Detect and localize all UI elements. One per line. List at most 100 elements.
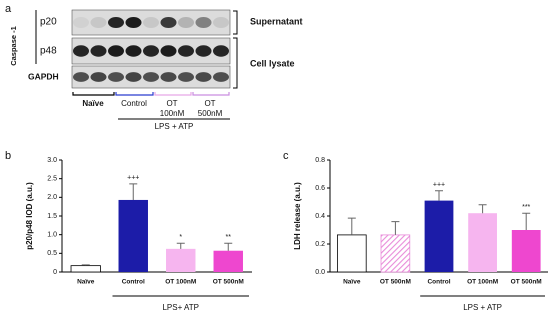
- row-label: GAPDH: [28, 71, 59, 81]
- blot-band: [195, 45, 212, 57]
- y-tick-label: 2.5: [47, 176, 57, 183]
- row-label: p48: [40, 46, 57, 57]
- y-tick-label: 0.8: [315, 157, 325, 164]
- blot-band: [213, 45, 229, 57]
- y-tick-label: 0.0: [315, 269, 325, 276]
- bar: [511, 230, 541, 272]
- significance: **: [226, 234, 232, 241]
- error-bar: [81, 264, 90, 266]
- panel-label: a: [5, 3, 12, 15]
- bar: [70, 265, 101, 273]
- error-bar: [347, 217, 356, 235]
- error-bar: [224, 242, 233, 251]
- error-bar: [176, 242, 185, 249]
- group-label: LPS + ATP: [463, 303, 502, 312]
- blot-band: [73, 45, 89, 57]
- blot-band: [143, 45, 159, 57]
- bar: [337, 234, 367, 273]
- lane-label: 100nM: [160, 109, 185, 118]
- blot-band: [178, 45, 194, 57]
- significance: ***: [522, 204, 530, 211]
- y-axis-label: p20/p48 IOD (a.u.): [25, 182, 34, 250]
- y-axis-label: LDH release (a.u.): [293, 182, 302, 250]
- blot-band: [178, 72, 194, 82]
- error-bar: [391, 221, 400, 235]
- x-tick-label: OT 100nM: [467, 279, 498, 286]
- lane-bracket: [192, 92, 230, 96]
- lane-label: OT: [166, 99, 177, 108]
- blot-band: [143, 72, 159, 82]
- lane-label: OT: [204, 99, 215, 108]
- blot-band: [108, 17, 124, 28]
- blot-band: [73, 72, 89, 82]
- error-bar: [435, 190, 443, 201]
- blot-band: [125, 72, 142, 82]
- blot-band: [160, 72, 177, 82]
- error-bar: [522, 212, 531, 230]
- blot-strip: [71, 9, 231, 36]
- panel-label: b: [5, 150, 11, 162]
- protein-label: Caspase -1: [9, 26, 18, 66]
- bracket: [233, 10, 238, 35]
- x-tick-label: Naïve: [77, 279, 95, 286]
- y-tick-label: 1.0: [47, 232, 57, 239]
- x-tick-label: Naïve: [343, 279, 361, 286]
- y-tick-label: 0: [53, 269, 57, 276]
- blot-band: [178, 17, 194, 28]
- blot-band: [125, 17, 142, 28]
- group-label: LPS+ ATP: [162, 303, 199, 312]
- y-tick-label: 1.5: [47, 213, 57, 220]
- blot-band: [160, 45, 177, 57]
- blot-image: [71, 9, 231, 89]
- blot-band: [213, 72, 229, 82]
- blot-band: [108, 72, 124, 82]
- lane-label: Naïve: [82, 99, 104, 108]
- y-tick-label: 3.0: [47, 157, 57, 164]
- y-tick-label: 0.2: [315, 241, 325, 248]
- blot-band: [90, 17, 107, 28]
- blot-band: [195, 72, 212, 82]
- bar: [468, 213, 497, 272]
- bar: [380, 234, 411, 273]
- blot-band: [108, 45, 124, 57]
- bar: [118, 199, 148, 272]
- fraction-label: Supernatant: [250, 16, 303, 26]
- x-tick-label: OT 500nM: [511, 279, 542, 286]
- error-bar: [478, 204, 487, 214]
- panel-label: c: [283, 150, 289, 162]
- blot-band: [73, 17, 89, 28]
- blot-band: [213, 17, 229, 28]
- x-tick-label: OT 500nM: [213, 279, 244, 286]
- x-tick-label: OT 100nM: [165, 279, 196, 286]
- treatment-label: LPS + ATP: [155, 122, 194, 131]
- y-tick-label: 0.6: [315, 185, 325, 192]
- blot-band: [125, 45, 142, 57]
- blot-band: [195, 17, 212, 28]
- y-tick-label: 0.4: [315, 213, 325, 220]
- lane-bracket: [115, 92, 154, 96]
- lane-bracket: [154, 92, 192, 96]
- fraction-label: Cell lysate: [250, 58, 295, 68]
- bracket: [233, 37, 238, 89]
- bar: [424, 200, 454, 272]
- blot-band: [160, 17, 177, 28]
- significance: *: [179, 234, 182, 241]
- blot-band: [90, 72, 107, 82]
- bar: [166, 248, 196, 272]
- y-tick-label: 0.5: [47, 250, 57, 257]
- x-tick-label: OT 500nM: [380, 279, 411, 286]
- y-tick-label: 2.0: [47, 194, 57, 201]
- lane-label: 500nM: [198, 109, 223, 118]
- blot-band: [90, 45, 107, 57]
- lane-bracket: [72, 92, 115, 96]
- significance: +++: [127, 175, 139, 182]
- blot-band: [143, 17, 159, 28]
- x-tick-label: Control: [122, 279, 145, 286]
- lane-label: Control: [121, 99, 147, 108]
- x-tick-label: Control: [427, 279, 450, 286]
- significance: +++: [433, 182, 445, 189]
- row-label: p20: [40, 17, 57, 28]
- bar: [213, 250, 243, 272]
- error-bar: [129, 183, 138, 200]
